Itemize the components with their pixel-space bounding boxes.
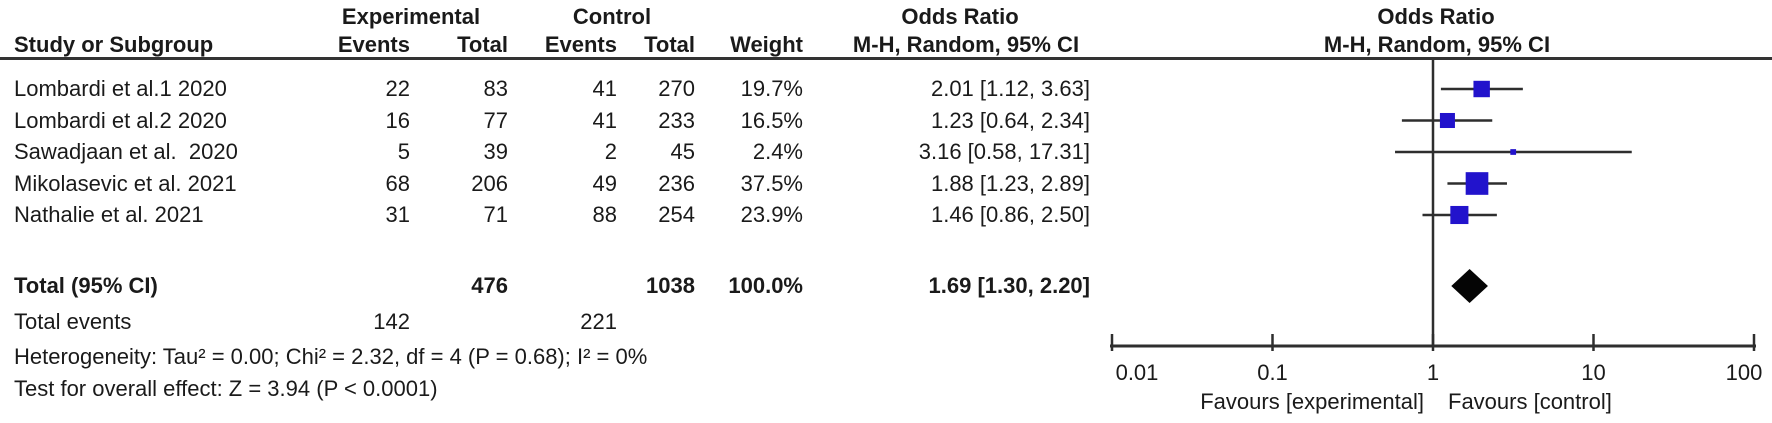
total-events-experimental: 142 <box>373 309 410 334</box>
study-name: Lombardi et al.2 2020 <box>14 107 227 133</box>
events-control: 49 <box>592 170 617 196</box>
events-experimental: 16 <box>385 107 410 133</box>
study-name: Sawadjaan et al. 2020 <box>14 139 238 164</box>
total-experimental: 77 <box>483 107 508 133</box>
header-plot-title: Odds Ratio <box>1377 4 1495 29</box>
total-control: 45 <box>670 139 695 164</box>
axis-tick-label: 0.1 <box>1257 360 1288 385</box>
header-or-title: Odds Ratio <box>901 4 1019 29</box>
or-ci-text: 3.16 [0.58, 17.31] <box>918 139 1090 164</box>
total-control: 270 <box>658 76 695 101</box>
header-events-control: Events <box>544 32 617 57</box>
or-square <box>1450 205 1469 225</box>
axis-tick-label: 0.01 <box>1116 360 1159 385</box>
total-weight: 100.0% <box>728 273 803 298</box>
or-square <box>1473 80 1490 98</box>
study-row: Sawadjaan et al. 2020 5 39 2 45 2.4% 3.16 [0.5… <box>0 138 1772 166</box>
axis-tick-label: 10 <box>1581 360 1605 385</box>
total-events-label: Total events <box>14 309 132 334</box>
or-ci-text: 1.23 [0.64, 2.34] <box>930 107 1090 133</box>
total-experimental: 476 <box>471 273 508 298</box>
header-or-subtitle: M-H, Random, 95% CI <box>852 32 1080 57</box>
events-control: 41 <box>592 107 617 133</box>
total-control: 254 <box>658 202 695 227</box>
events-control: 41 <box>592 76 617 101</box>
weight: 19.7% <box>740 76 803 101</box>
header-group-experimental: Experimental <box>341 4 481 29</box>
total-control: 236 <box>658 170 695 196</box>
study-row: Lombardi et al.2 2020 16 77 41 233 16.5% 1.23 … <box>0 107 1772 135</box>
total-or-ci: 1.69 [1.30, 2.20] <box>928 273 1090 298</box>
header-rule <box>0 57 1772 60</box>
total-experimental: 206 <box>471 170 508 196</box>
axis-tick-label: 1 <box>1427 360 1439 385</box>
weight: 2.4% <box>752 139 803 164</box>
total-experimental: 39 <box>483 139 508 164</box>
weight: 23.9% <box>740 202 803 227</box>
study-name: Mikolasevic et al. 2021 <box>14 170 237 196</box>
study-row: Lombardi et al.1 2020 22 83 41 270 19.7% 2.01 … <box>0 75 1772 103</box>
events-experimental: 31 <box>385 202 410 227</box>
total-row-label: Total (95% CI) <box>14 273 158 298</box>
or-ci-text: 1.88 [1.23, 2.89] <box>930 170 1090 196</box>
overall-effect-note: Test for overall effect: Z = 3.94 (P < 0… <box>14 376 438 401</box>
or-square <box>1510 149 1517 155</box>
total-control: 1038 <box>646 273 695 298</box>
study-row: Nathalie et al. 2021 31 71 88 254 23.9% 1.46 [… <box>0 201 1772 229</box>
header-weight: Weight <box>730 32 803 57</box>
header-plot-subtitle: M-H, Random, 95% CI <box>1323 32 1551 57</box>
total-experimental: 71 <box>483 202 508 227</box>
events-experimental: 22 <box>385 76 410 101</box>
favours-experimental-label: Favours [experimental] <box>1200 389 1424 414</box>
or-ci-text: 2.01 [1.12, 3.63] <box>930 76 1090 101</box>
total-control: 233 <box>658 107 695 133</box>
weight: 16.5% <box>740 107 803 133</box>
events-control: 2 <box>604 139 617 164</box>
heterogeneity-note: Heterogeneity: Tau² = 0.00; Chi² = 2.32,… <box>14 344 648 369</box>
header-study: Study or Subgroup <box>14 32 214 57</box>
header-events-experimental: Events <box>337 32 410 57</box>
total-experimental: 83 <box>483 76 508 101</box>
axis-tick-label: 100 <box>1726 360 1763 385</box>
summary-diamond <box>1451 269 1488 303</box>
events-control: 88 <box>592 202 617 227</box>
header-group-control: Control <box>572 4 652 29</box>
total-events-control: 221 <box>580 309 617 334</box>
events-experimental: 5 <box>397 139 410 164</box>
or-square <box>1465 172 1489 195</box>
study-name: Lombardi et al.1 2020 <box>14 76 227 101</box>
favours-control-label: Favours [control] <box>1448 389 1612 414</box>
header-total-experimental: Total <box>457 32 508 57</box>
header-total-control: Total <box>644 32 695 57</box>
or-ci-text: 1.46 [0.86, 2.50] <box>930 202 1090 227</box>
events-experimental: 68 <box>385 170 410 196</box>
weight: 37.5% <box>740 170 803 196</box>
study-row: Mikolasevic et al. 2021 68 206 49 236 37.5% 1.… <box>0 170 1772 198</box>
or-square <box>1439 112 1455 129</box>
study-name: Nathalie et al. 2021 <box>14 202 204 227</box>
